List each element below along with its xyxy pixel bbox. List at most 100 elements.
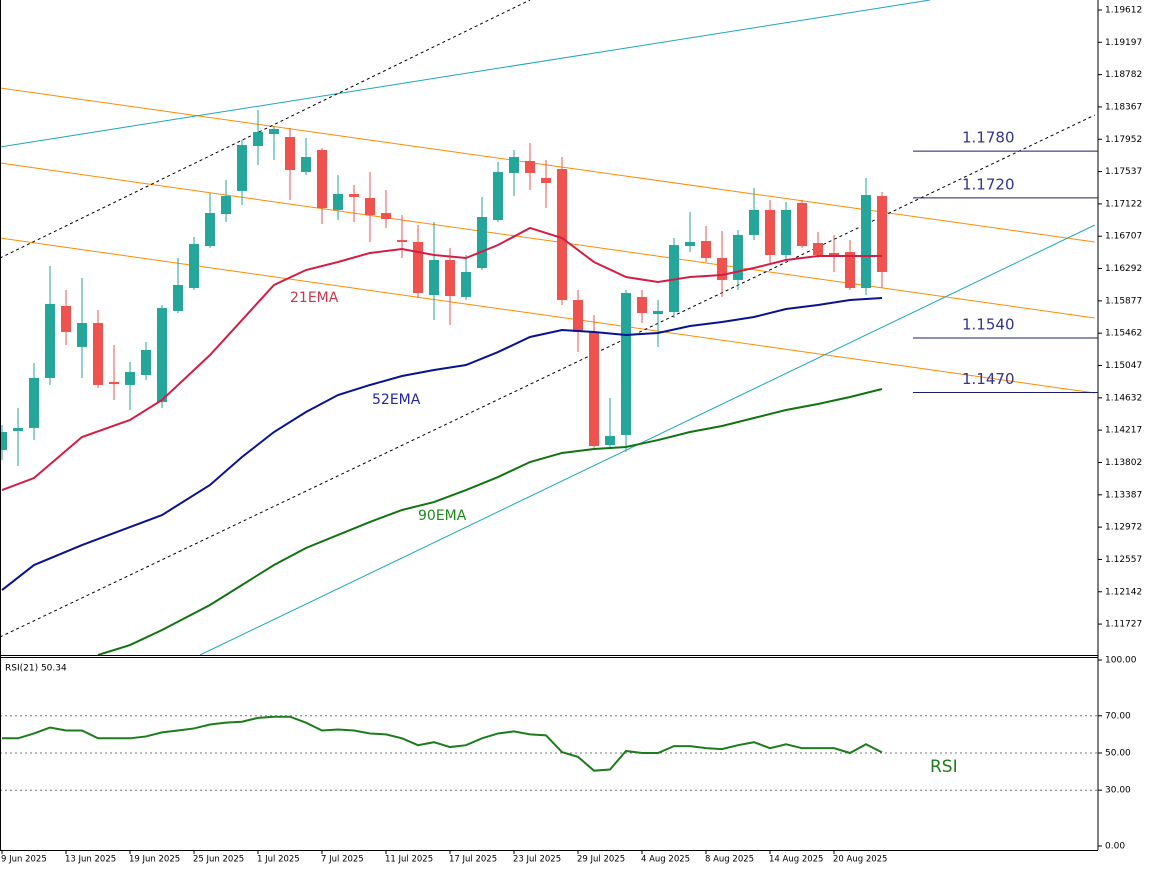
candle-body <box>301 157 311 172</box>
x-tick-label: 14 Aug 2025 <box>769 855 823 865</box>
x-tick-label: 17 Jul 2025 <box>449 855 497 865</box>
candle-body <box>605 435 615 446</box>
y-tick-label: 1.12557 <box>1105 555 1142 565</box>
candle-body <box>29 377 39 428</box>
candle-body <box>237 145 247 191</box>
ema-label: 21EMA <box>290 290 339 306</box>
candle-body <box>749 209 759 235</box>
candle-body <box>653 310 663 315</box>
candle-body <box>317 150 327 209</box>
y-tick-label: 1.15877 <box>1105 296 1142 306</box>
trendline <box>0 162 1095 319</box>
candle-body <box>205 213 215 247</box>
x-tick-label: 8 Aug 2025 <box>705 855 754 865</box>
candle-body <box>669 245 679 313</box>
candle-body <box>285 136 295 171</box>
candle-body <box>813 242 823 255</box>
rsi-title: RSI(21) 50.34 <box>5 664 67 674</box>
y-tick-label: 1.19612 <box>1105 5 1142 15</box>
y-tick-label: 50.00 <box>1105 749 1131 759</box>
x-tick-label: 23 Jul 2025 <box>513 855 561 865</box>
candle-body <box>0 432 7 451</box>
candle-body <box>765 209 775 255</box>
candle-body <box>381 213 391 220</box>
candle-body <box>397 240 407 242</box>
level-label: 1.1540 <box>962 316 1015 334</box>
x-tick-label: 19 Jun 2025 <box>129 855 180 865</box>
candle-body <box>733 234 743 280</box>
y-tick-label: 1.15047 <box>1105 361 1142 371</box>
y-tick-label: 1.15462 <box>1105 329 1142 339</box>
candle-body <box>61 306 71 333</box>
ema-line <box>1 296 883 591</box>
y-tick-label: 1.19197 <box>1105 38 1142 48</box>
y-tick-label: 1.12142 <box>1105 587 1142 597</box>
y-tick-label: 1.17537 <box>1105 167 1142 177</box>
candle-body <box>493 171 503 221</box>
candle-body <box>589 332 599 447</box>
y-tick-label: 1.14632 <box>1105 393 1142 403</box>
y-tick-label: 1.13387 <box>1105 490 1142 500</box>
candle-body <box>269 128 279 135</box>
candle-body <box>637 296 647 314</box>
y-tick-label: 0.00 <box>1105 842 1125 852</box>
candle-body <box>541 177 551 184</box>
candle-body <box>429 259 439 296</box>
x-tick-label: 1 Jul 2025 <box>257 855 300 865</box>
ema-line <box>97 388 883 655</box>
level-label: 1.1720 <box>962 175 1015 193</box>
ema-label: 52EMA <box>372 392 421 408</box>
x-tick-label: 11 Jul 2025 <box>385 855 433 865</box>
candle-body <box>525 160 535 173</box>
candle-body <box>461 271 471 297</box>
trendline <box>0 0 931 148</box>
candle-body <box>781 209 791 255</box>
candle-body <box>141 350 151 376</box>
candle-body <box>573 300 583 333</box>
candle-body <box>365 197 375 216</box>
y-tick-label: 30.00 <box>1105 786 1131 796</box>
candle-body <box>845 252 855 289</box>
candle-body <box>333 194 343 210</box>
x-tick-label: 4 Aug 2025 <box>641 855 690 865</box>
y-tick-label: 1.16707 <box>1105 232 1142 242</box>
y-tick-label: 1.16292 <box>1105 264 1142 274</box>
trendline <box>0 237 1095 394</box>
candle-body <box>477 216 487 268</box>
candle-body <box>173 284 183 311</box>
x-tick-label: 25 Jun 2025 <box>193 855 244 865</box>
y-tick-label: 1.17952 <box>1105 135 1142 145</box>
candle-body <box>877 196 887 272</box>
price-pane <box>0 0 1096 655</box>
y-tick-label: 1.17122 <box>1105 199 1142 209</box>
ema-line <box>1 226 882 491</box>
candle-body <box>349 194 359 197</box>
candle-body <box>797 202 807 247</box>
level-label: 1.1470 <box>962 370 1015 388</box>
y-tick-label: 1.18782 <box>1105 70 1142 80</box>
candle-body <box>125 371 135 385</box>
candle-body <box>253 132 263 147</box>
x-tick-label: 7 Jul 2025 <box>321 855 364 865</box>
trendline <box>199 224 1096 655</box>
trendline <box>0 0 531 259</box>
candle-body <box>557 169 567 301</box>
candle-body <box>621 292 631 435</box>
candle-body <box>77 322 87 347</box>
candle-body <box>861 195 871 289</box>
ema-label: 90EMA <box>418 508 467 524</box>
candle-body <box>45 303 55 378</box>
y-tick-label: 1.11727 <box>1105 620 1142 630</box>
x-tick-label: 9 Jun 2025 <box>1 855 47 865</box>
rsi-pane <box>0 715 1098 791</box>
y-tick-label: 1.13802 <box>1105 458 1142 468</box>
y-tick-label: 100.00 <box>1105 656 1137 666</box>
candle-body <box>445 259 455 297</box>
candle-body <box>93 322 103 385</box>
y-tick-label: 1.18367 <box>1105 102 1142 112</box>
candle-body <box>701 240 711 259</box>
rsi-annotation: RSI <box>930 757 958 777</box>
